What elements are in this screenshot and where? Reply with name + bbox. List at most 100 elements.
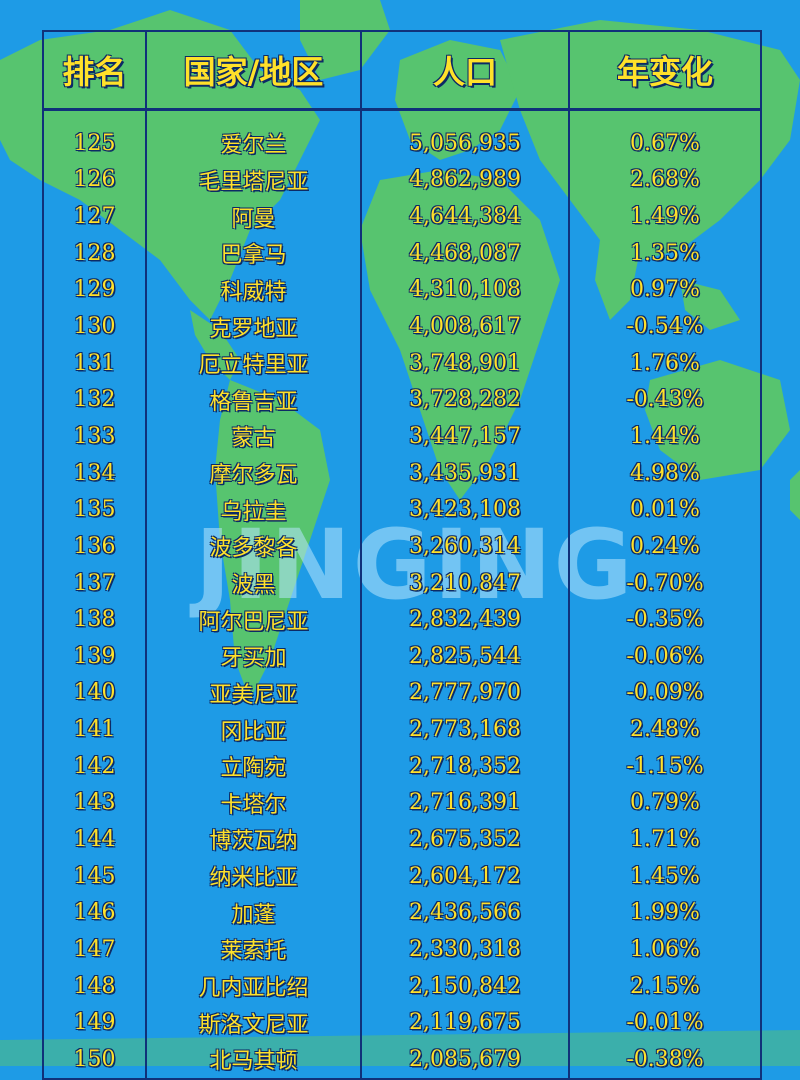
population-cell: 3,423,108 — [360, 491, 570, 529]
table-row: 132 格鲁吉亚 3,728,282 -0.43% — [42, 381, 762, 419]
country-cell: 纳米比亚 — [145, 857, 362, 895]
country-cell: 格鲁吉亚 — [145, 381, 362, 419]
table-row: 136 波多黎各 3,260,314 0.24% — [42, 528, 762, 565]
change-cell: 1.49% — [568, 198, 762, 235]
table-row: 144 博茨瓦纳 2,675,352 1.71% — [42, 821, 762, 858]
table-row: 145 纳米比亚 2,604,172 1.45% — [42, 857, 762, 895]
change-cell: -0.43% — [568, 381, 762, 419]
country-cell: 立陶宛 — [145, 747, 362, 785]
header-annual-change: 年变化 — [568, 30, 762, 111]
country-cell: 波多黎各 — [145, 528, 362, 565]
table-row: 138 阿尔巴尼亚 2,832,439 -0.35% — [42, 601, 762, 638]
country-cell: 毛里塔尼亚 — [145, 161, 362, 199]
table-row: 131 厄立特里亚 3,748,901 1.76% — [42, 344, 762, 382]
population-cell: 2,773,168 — [360, 711, 570, 748]
table-row: 129 科威特 4,310,108 0.97% — [42, 271, 762, 309]
change-cell: 0.67% — [568, 109, 762, 162]
country-cell: 几内亚比绍 — [145, 967, 362, 1005]
population-cell: 2,675,352 — [360, 821, 570, 858]
change-cell: 1.99% — [568, 894, 762, 932]
country-cell: 阿曼 — [145, 198, 362, 235]
table-row: 149 斯洛文尼亚 2,119,675 -0.01% — [42, 1004, 762, 1042]
country-cell: 北马其顿 — [145, 1041, 362, 1079]
rank-cell: 143 — [42, 784, 147, 822]
rank-cell: 131 — [42, 344, 147, 382]
table-row: 137 波黑 3,210,847 -0.70% — [42, 564, 762, 602]
change-cell: -0.09% — [568, 674, 762, 712]
population-cell: 2,119,675 — [360, 1004, 570, 1042]
population-cell: 3,260,314 — [360, 528, 570, 565]
table-row: 141 冈比亚 2,773,168 2.48% — [42, 711, 762, 748]
country-cell: 厄立特里亚 — [145, 344, 362, 382]
header-row: 排名 国家/地区 人口 年变化 — [42, 30, 762, 111]
rank-cell: 140 — [42, 674, 147, 712]
header-population: 人口 — [360, 30, 570, 111]
country-cell: 卡塔尔 — [145, 784, 362, 822]
rank-cell: 127 — [42, 198, 147, 235]
change-cell: 1.76% — [568, 344, 762, 382]
population-cell: 3,728,282 — [360, 381, 570, 419]
country-cell: 科威特 — [145, 271, 362, 309]
population-cell: 2,777,970 — [360, 674, 570, 712]
table-row: 140 亚美尼亚 2,777,970 -0.09% — [42, 674, 762, 712]
table-row: 147 莱索托 2,330,318 1.06% — [42, 931, 762, 968]
table-row: 133 蒙古 3,447,157 1.44% — [42, 418, 762, 455]
population-cell: 4,468,087 — [360, 234, 570, 272]
country-cell: 摩尔多瓦 — [145, 454, 362, 492]
rank-cell: 136 — [42, 528, 147, 565]
population-cell: 4,310,108 — [360, 271, 570, 309]
rank-cell: 141 — [42, 711, 147, 748]
rank-cell: 139 — [42, 637, 147, 675]
table-row: 146 加蓬 2,436,566 1.99% — [42, 894, 762, 932]
population-cell: 2,085,679 — [360, 1041, 570, 1079]
population-cell: 3,748,901 — [360, 344, 570, 382]
change-cell: -0.35% — [568, 601, 762, 638]
rank-cell: 135 — [42, 491, 147, 529]
rank-cell: 150 — [42, 1041, 147, 1079]
country-cell: 爱尔兰 — [145, 109, 362, 162]
table-row: 135 乌拉圭 3,423,108 0.01% — [42, 491, 762, 529]
change-cell: 4.98% — [568, 454, 762, 492]
rank-cell: 128 — [42, 234, 147, 272]
rank-cell: 133 — [42, 418, 147, 455]
population-table-container: 排名 国家/地区 人口 年变化 125 爱尔兰 5,056,935 0.67% 126 毛… — [42, 30, 762, 1080]
change-cell: -0.06% — [568, 637, 762, 675]
change-cell: 0.24% — [568, 528, 762, 565]
rank-cell: 134 — [42, 454, 147, 492]
table-row: 148 几内亚比绍 2,150,842 2.15% — [42, 967, 762, 1005]
change-cell: 1.71% — [568, 821, 762, 858]
change-cell: -0.38% — [568, 1041, 762, 1079]
change-cell: -1.15% — [568, 747, 762, 785]
country-cell: 莱索托 — [145, 931, 362, 968]
rank-cell: 147 — [42, 931, 147, 968]
rank-cell: 146 — [42, 894, 147, 932]
population-cell: 2,716,391 — [360, 784, 570, 822]
country-cell: 波黑 — [145, 564, 362, 602]
rank-cell: 137 — [42, 564, 147, 602]
country-cell: 博茨瓦纳 — [145, 821, 362, 858]
country-cell: 斯洛文尼亚 — [145, 1004, 362, 1042]
population-cell: 3,435,931 — [360, 454, 570, 492]
table-row: 128 巴拿马 4,468,087 1.35% — [42, 234, 762, 272]
country-cell: 巴拿马 — [145, 234, 362, 272]
change-cell: 1.45% — [568, 857, 762, 895]
change-cell: -0.01% — [568, 1004, 762, 1042]
header-country: 国家/地区 — [145, 30, 362, 111]
rank-cell: 138 — [42, 601, 147, 638]
population-cell: 2,436,566 — [360, 894, 570, 932]
population-ranking-table: 排名 国家/地区 人口 年变化 125 爱尔兰 5,056,935 0.67% 126 毛… — [42, 30, 762, 1080]
table-row: 142 立陶宛 2,718,352 -1.15% — [42, 747, 762, 785]
table-body: 125 爱尔兰 5,056,935 0.67% 126 毛里塔尼亚 4,862,989 2.6… — [42, 109, 762, 1079]
rank-cell: 125 — [42, 109, 147, 162]
change-cell: 2.48% — [568, 711, 762, 748]
country-cell: 阿尔巴尼亚 — [145, 601, 362, 638]
country-cell: 亚美尼亚 — [145, 674, 362, 712]
country-cell: 牙买加 — [145, 637, 362, 675]
population-cell: 2,604,172 — [360, 857, 570, 895]
country-cell: 蒙古 — [145, 418, 362, 455]
population-cell: 5,056,935 — [360, 109, 570, 162]
change-cell: 1.35% — [568, 234, 762, 272]
population-cell: 2,825,544 — [360, 637, 570, 675]
rank-cell: 149 — [42, 1004, 147, 1042]
rank-cell: 132 — [42, 381, 147, 419]
